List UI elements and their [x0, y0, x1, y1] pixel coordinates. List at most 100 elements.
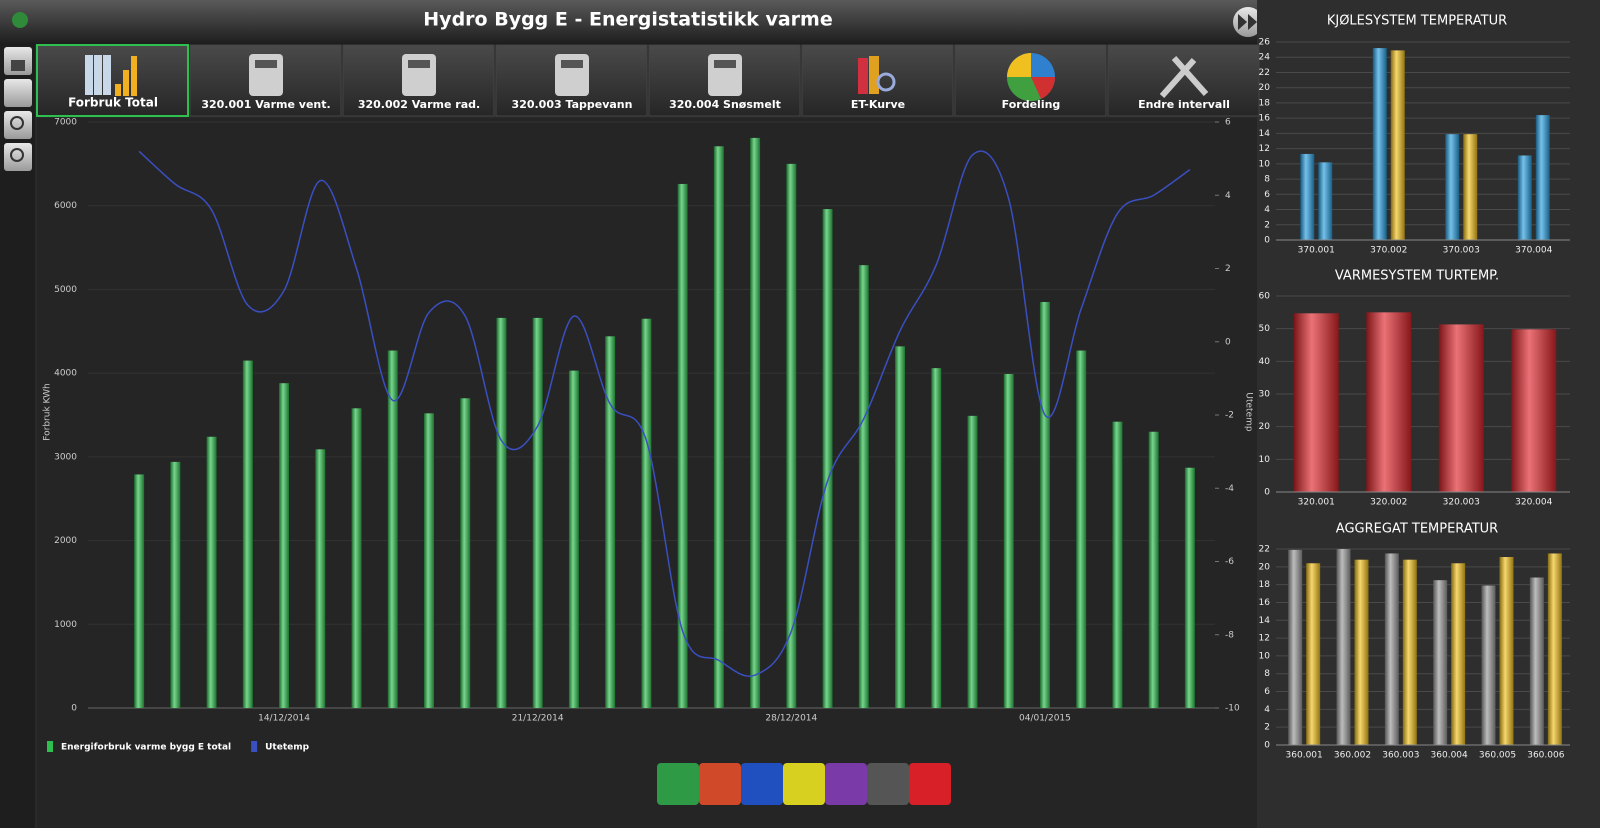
toolbar-item[interactable]: ET-Kurve: [801, 44, 954, 117]
bar: [1535, 115, 1550, 240]
toolbar-icon: [858, 58, 868, 94]
toolbar-label[interactable]: Fordeling: [1002, 98, 1061, 111]
toolbar-item[interactable]: Forbruk Total: [36, 44, 189, 117]
bar: [1499, 557, 1514, 745]
toolbar-item[interactable]: 320.002 Varme rad.: [342, 44, 495, 117]
y-tick-label: 12: [1259, 634, 1270, 644]
legend-label: Energiforbruk varme bygg E total: [61, 743, 231, 753]
toolbar-icon: [94, 55, 102, 95]
legend-swatch: [251, 741, 258, 752]
nav-tile[interactable]: [783, 763, 825, 805]
y-tick-label: 7000: [54, 118, 77, 128]
y-tick-label: 6: [1264, 190, 1270, 200]
toolbar-icon: [1031, 77, 1056, 99]
toolbar-label[interactable]: 320.003 Tappevann: [512, 98, 633, 111]
fit-button[interactable]: [4, 79, 32, 107]
x-tick-label: 370.002: [1370, 246, 1407, 256]
nav-tile[interactable]: [657, 763, 699, 805]
bar: [967, 415, 978, 708]
bar: [170, 461, 181, 708]
y-tick-label: 16: [1259, 114, 1271, 124]
x-tick-label: 320.002: [1370, 498, 1407, 508]
y-tick-label: 20: [1259, 83, 1271, 93]
nav-tile[interactable]: [825, 763, 867, 805]
bar: [822, 209, 833, 708]
toolbar-icon: [123, 70, 129, 96]
toolbar-item[interactable]: 320.001 Varme vent.: [189, 44, 342, 117]
toolbar-label[interactable]: Endre intervall: [1138, 98, 1230, 111]
bar: [931, 368, 942, 708]
forward-button[interactable]: [1233, 7, 1263, 37]
nav-tile[interactable]: [909, 763, 951, 805]
bar: [677, 183, 688, 708]
panel-title: VARMESYSTEM TURTEMP.: [1335, 269, 1499, 284]
toolbar-item[interactable]: 320.003 Tappevann: [495, 44, 648, 117]
nav-tile[interactable]: [699, 763, 741, 805]
toolbar-button[interactable]: [1107, 44, 1260, 117]
bar: [496, 317, 507, 708]
y-tick-label: 2000: [54, 536, 77, 546]
forward-icon[interactable]: [1238, 14, 1257, 30]
bar: [1402, 559, 1417, 745]
bar: [1529, 577, 1544, 745]
toolbar-label[interactable]: Forbruk Total: [68, 96, 158, 110]
zoom-in-button[interactable]: [4, 111, 32, 139]
toolbar-icon: [869, 56, 879, 94]
y-tick-label: 6000: [54, 201, 77, 211]
x-tick-label: 360.004: [1431, 751, 1468, 761]
y-tick-label: 0: [1264, 741, 1270, 751]
header-bar: [0, 0, 1284, 45]
bar: [1288, 549, 1303, 745]
bar: [786, 163, 797, 708]
toolbar-item[interactable]: Fordeling: [954, 44, 1107, 117]
toolbar-item[interactable]: Endre intervall: [1107, 44, 1260, 117]
bar: [1384, 553, 1399, 745]
toolbar-icon: [85, 55, 93, 95]
toolbar-icon: [561, 60, 583, 68]
toolbar-label[interactable]: ET-Kurve: [851, 98, 905, 111]
side-buttons: [4, 47, 32, 171]
bar: [1306, 563, 1321, 745]
toolbar-label[interactable]: 320.004 Snøsmelt: [669, 98, 781, 111]
y-tick-label: 10: [1259, 159, 1271, 169]
bar: [279, 383, 290, 708]
bar: [1148, 431, 1159, 708]
toolbar-item[interactable]: 320.004 Snøsmelt: [648, 44, 801, 117]
y-tick-label: 8: [1264, 175, 1270, 185]
nav-tile[interactable]: [741, 763, 783, 805]
y-tick-label: 10: [1259, 455, 1271, 465]
y-tick-label: 20: [1259, 422, 1271, 432]
zoom-out-button[interactable]: [4, 143, 32, 171]
panel-title: KJØLESYSTEM TEMPERATUR: [1327, 14, 1507, 29]
y-tick-label: 4: [1264, 705, 1270, 715]
x-tick-label: 320.001: [1298, 498, 1335, 508]
lock-icon: [11, 60, 25, 71]
legend-swatch: [47, 741, 53, 752]
bar: [460, 398, 471, 708]
toolbar-label[interactable]: 320.001 Varme vent.: [201, 98, 330, 111]
toolbar-button[interactable]: [36, 44, 189, 117]
y2-axis-label: Utetemp: [1244, 392, 1254, 431]
nav-tile[interactable]: [867, 763, 909, 805]
y-tick-label: 10: [1259, 651, 1271, 661]
toolbar-icon: [115, 84, 121, 96]
y-tick-label: 14: [1259, 616, 1271, 626]
bar: [1481, 585, 1496, 745]
bar: [1390, 50, 1405, 240]
zoom-icon: [10, 116, 24, 130]
toolbar-icon: [103, 55, 111, 95]
toolbar-icon: [714, 60, 736, 68]
bar: [1293, 313, 1339, 492]
x-tick-label: 370.001: [1298, 246, 1335, 256]
toolbar-icon: [131, 56, 137, 96]
bar: [1354, 559, 1369, 745]
toolbar-icon: [1159, 56, 1209, 98]
x-tick-label: 360.005: [1479, 751, 1516, 761]
x-tick-label: 370.004: [1515, 246, 1552, 256]
y2-tick-label: -2: [1225, 411, 1234, 421]
bar: [315, 449, 326, 708]
x-tick-label: 320.003: [1443, 498, 1480, 508]
bar: [134, 474, 145, 708]
toolbar-label[interactable]: 320.002 Varme rad.: [358, 98, 480, 111]
